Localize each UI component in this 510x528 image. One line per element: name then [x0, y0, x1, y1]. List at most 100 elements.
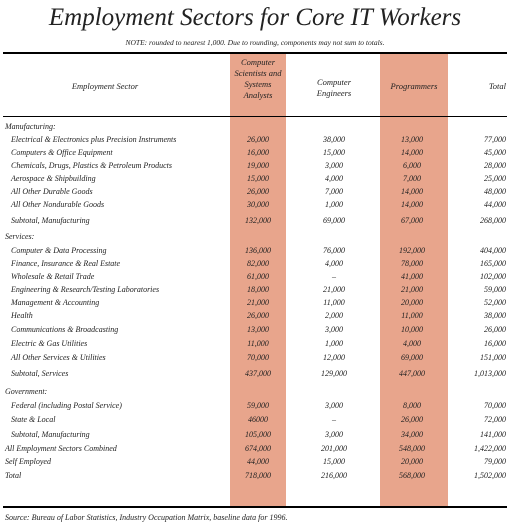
rounding-note: NOTE: rounded to nearest 1,000. Due to r… — [125, 38, 385, 47]
header-total: Total — [488, 81, 506, 91]
row-label: Total — [5, 471, 22, 480]
row-label: Management & Accounting — [11, 298, 100, 307]
header-computer-engineers-text: Computer Engineers — [316, 77, 352, 98]
top-rule — [3, 52, 507, 54]
cell-computer-scientists: 19,000 — [247, 161, 269, 170]
table-row: Electrical & Electronics plus Precision … — [0, 133, 510, 147]
cell-computer-scientists: 437,000 — [245, 369, 271, 378]
cell-computer-scientists: 16,000 — [247, 148, 269, 157]
header-programmers: Programmers — [390, 81, 438, 91]
row-label: All Other Durable Goods — [11, 187, 93, 196]
cell-total: 1,422,000 — [474, 444, 506, 453]
cell-programmers: 20,000 — [401, 298, 423, 307]
cell-total: 102,000 — [480, 272, 506, 281]
header-computer-scientists-text: Computer Scientists and Systems Analysts — [234, 57, 282, 100]
header-computer-engineers: Computer Engineers — [300, 77, 368, 99]
cell-computer-engineers: 15,000 — [323, 457, 345, 466]
header-computer-scientists: Computer Scientists and Systems Analysts — [230, 57, 286, 101]
row-label: Aerospace & Shipbuilding — [11, 174, 96, 183]
cell-computer-scientists: 30,000 — [247, 200, 269, 209]
row-label: Electrical & Electronics plus Precision … — [11, 135, 177, 144]
cell-computer-scientists: 59,000 — [247, 401, 269, 410]
table-row: Wholesale & Retail Trade 61,000 – 41,000 102… — [0, 270, 510, 284]
cell-computer-engineers: 3,000 — [325, 430, 343, 439]
table-row: All Employment Sectors Combined 674,000 20… — [0, 442, 510, 456]
table-row: Federal (including Postal Service) 59,000… — [0, 399, 510, 413]
cell-programmers: 568,000 — [399, 471, 425, 480]
header-rule — [3, 116, 507, 117]
cell-computer-scientists: 70,000 — [247, 353, 269, 362]
cell-total: 72,000 — [484, 415, 506, 424]
table-row: Subtotal, Manufacturing 105,000 3,000 34,00… — [0, 428, 510, 442]
table-row: Health 26,000 2,000 11,000 38,000 — [0, 309, 510, 323]
table-row: Finance, Insurance & Real Estate 82,000 4,… — [0, 257, 510, 271]
cell-computer-engineers: 201,000 — [321, 444, 347, 453]
cell-computer-scientists: 61,000 — [247, 272, 269, 281]
page-title: Employment Sectors for Core IT Workers — [48, 4, 462, 31]
cell-total: 1,502,000 — [474, 471, 506, 480]
row-label: Subtotal, Manufacturing — [11, 216, 90, 225]
cell-computer-scientists: 82,000 — [247, 259, 269, 268]
table-row: Communications & Broadcasting 13,000 3,000… — [0, 323, 510, 337]
cell-computer-engineers: 7,000 — [325, 187, 343, 196]
cell-total: 26,000 — [484, 325, 506, 334]
cell-programmers: 14,000 — [401, 187, 423, 196]
table-row: Computers & Office Equipment 16,000 15,000… — [0, 146, 510, 160]
cell-total: 151,000 — [480, 353, 506, 362]
cell-computer-scientists: 718,000 — [245, 471, 271, 480]
source-note: Source: Bureau of Labor Statistics, Indu… — [5, 513, 288, 522]
bottom-rule — [3, 506, 507, 508]
row-label: Computer & Data Processing — [11, 246, 107, 255]
row-label: Finance, Insurance & Real Estate — [11, 259, 121, 268]
cell-programmers: 14,000 — [401, 200, 423, 209]
cell-programmers: 7,000 — [403, 174, 421, 183]
row-label: All Employment Sectors Combined — [5, 444, 117, 453]
cell-total: 79,000 — [484, 457, 506, 466]
table-row: Government: — [0, 385, 510, 399]
cell-total: 45,000 — [484, 148, 506, 157]
cell-programmers: 13,000 — [401, 135, 423, 144]
table-row: All Other Services & Utilities 70,000 12,0… — [0, 351, 510, 365]
table-row: All Other Durable Goods 26,000 7,000 14,000… — [0, 185, 510, 199]
cell-programmers: 78,000 — [401, 259, 423, 268]
table-row: Manufacturing: — [0, 120, 510, 134]
table-row: Electric & Gas Utilities 11,000 1,000 4,000… — [0, 337, 510, 351]
cell-programmers: 21,000 — [401, 285, 423, 294]
cell-programmers: 8,000 — [403, 401, 421, 410]
row-label: Manufacturing: — [5, 122, 56, 131]
highlight-column-programmers — [380, 54, 448, 506]
row-label: All Other Services & Utilities — [11, 353, 106, 362]
cell-computer-scientists: 11,000 — [247, 339, 269, 348]
cell-computer-engineers: 3,000 — [325, 325, 343, 334]
row-label: State & Local — [11, 415, 56, 424]
cell-computer-engineers: – — [332, 272, 336, 281]
cell-computer-scientists: 26,000 — [247, 135, 269, 144]
cell-total: 16,000 — [484, 339, 506, 348]
cell-computer-engineers: 69,000 — [323, 216, 345, 225]
cell-computer-engineers: 129,000 — [321, 369, 347, 378]
table-row: Computer & Data Processing 136,000 76,000 1… — [0, 244, 510, 258]
cell-computer-engineers: 2,000 — [325, 311, 343, 320]
cell-computer-engineers: 1,000 — [325, 339, 343, 348]
cell-total: 44,000 — [484, 200, 506, 209]
cell-total: 141,000 — [480, 430, 506, 439]
cell-computer-engineers: 216,000 — [321, 471, 347, 480]
cell-programmers: 41,000 — [401, 272, 423, 281]
row-label: Services: — [5, 232, 35, 241]
row-label: Federal (including Postal Service) — [11, 401, 122, 410]
cell-total: 59,000 — [484, 285, 506, 294]
cell-computer-engineers: 4,000 — [325, 174, 343, 183]
table-row: Subtotal, Services 437,000 129,000 447,000 1… — [0, 367, 510, 381]
row-label: Communications & Broadcasting — [11, 325, 119, 334]
table-row: Aerospace & Shipbuilding 15,000 4,000 7,000… — [0, 172, 510, 186]
cell-programmers: 447,000 — [399, 369, 425, 378]
highlight-column-cs — [230, 54, 286, 506]
table-row: Engineering & Research/Testing Laborator… — [0, 283, 510, 297]
cell-programmers: 69,000 — [401, 353, 423, 362]
table-row: State & Local 46000 – 26,000 72,000 — [0, 413, 510, 427]
cell-total: 268,000 — [480, 216, 506, 225]
cell-total: 28,000 — [484, 161, 506, 170]
cell-total: 77,000 — [484, 135, 506, 144]
cell-programmers: 34,000 — [401, 430, 423, 439]
cell-computer-engineers: – — [332, 415, 336, 424]
